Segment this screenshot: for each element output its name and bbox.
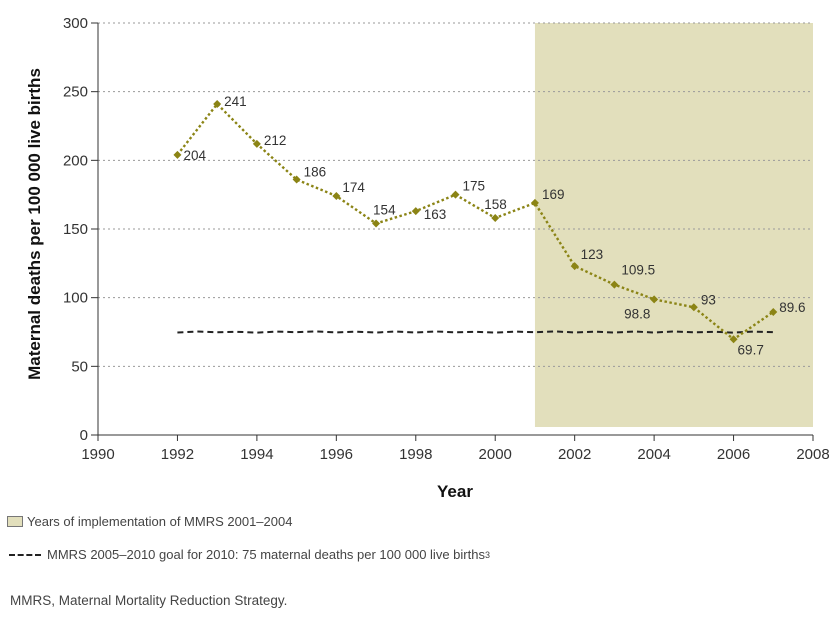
data-point <box>213 100 222 109</box>
y-tick-label: 100 <box>63 290 88 307</box>
data-point <box>252 139 261 148</box>
x-tick-label: 2006 <box>717 446 750 463</box>
x-tick-label: 1998 <box>399 446 432 463</box>
data-point <box>530 198 539 207</box>
legend-label-goal: MMRS 2005–2010 goal for 2010: 75 materna… <box>47 547 485 562</box>
shaded-region <box>534 23 813 427</box>
data-label: 212 <box>264 133 287 148</box>
footnote: MMRS, Maternal Mortality Reduction Strat… <box>10 593 288 608</box>
data-point <box>570 262 579 271</box>
data-point <box>451 190 460 199</box>
data-point <box>411 207 420 216</box>
data-point <box>729 335 738 344</box>
data-label: 204 <box>183 148 206 163</box>
y-tick-label: 300 <box>63 15 88 32</box>
data-label: 158 <box>484 197 507 212</box>
data-label: 241 <box>224 94 247 109</box>
legend-item-goal: MMRS 2005–2010 goal for 2010: 75 materna… <box>7 547 490 562</box>
data-point <box>650 295 659 304</box>
data-label: 154 <box>373 203 396 218</box>
data-label: 174 <box>342 180 365 195</box>
data-label: 98.8 <box>624 306 650 321</box>
x-tick-label: 1994 <box>240 446 273 463</box>
legend-goal-superscript: 3 <box>484 549 490 560</box>
legend-item-shaded: Years of implementation of MMRS 2001–200… <box>7 514 292 529</box>
data-label: 89.6 <box>779 300 805 315</box>
data-label: 123 <box>581 247 604 262</box>
line-chart: 0 50 100 150 200 250 300 1990 1992 1994 1996 1998 20… <box>25 15 830 500</box>
data-point <box>292 175 301 184</box>
y-tick-label: 250 <box>63 84 88 101</box>
x-tick-label: 2000 <box>479 446 512 463</box>
x-tick-label: 1996 <box>320 446 353 463</box>
x-tick-label: 2004 <box>637 446 670 463</box>
x-tick-label: 2002 <box>558 446 591 463</box>
data-label: 186 <box>304 165 327 180</box>
data-label: 109.5 <box>621 263 655 278</box>
data-point <box>173 150 182 159</box>
x-axis-title: Year <box>437 482 473 500</box>
data-point <box>769 307 778 316</box>
y-tick-label: 150 <box>63 221 88 238</box>
legend-swatch-shaded <box>7 516 23 527</box>
data-label: 169 <box>542 187 565 202</box>
data-label: 93 <box>701 292 716 307</box>
data-point <box>689 303 698 312</box>
data-point <box>372 219 381 228</box>
legend-swatch-goal <box>9 553 41 556</box>
y-tick-label: 50 <box>71 358 88 375</box>
legend-label-shaded: Years of implementation of MMRS 2001–200… <box>27 514 293 529</box>
data-point <box>332 192 341 201</box>
data-point <box>610 280 619 289</box>
data-label: 69.7 <box>738 342 764 357</box>
data-label: 163 <box>424 207 447 222</box>
y-tick-label: 200 <box>63 152 88 169</box>
x-tick-label: 2008 <box>796 446 829 463</box>
y-axis-title: Maternal deaths per 100 000 live births <box>25 68 44 380</box>
data-label: 175 <box>463 179 486 194</box>
data-point <box>491 214 500 223</box>
x-tick-label: 1992 <box>161 446 194 463</box>
x-tick-label: 1990 <box>81 446 114 463</box>
y-tick-label: 0 <box>80 427 88 444</box>
